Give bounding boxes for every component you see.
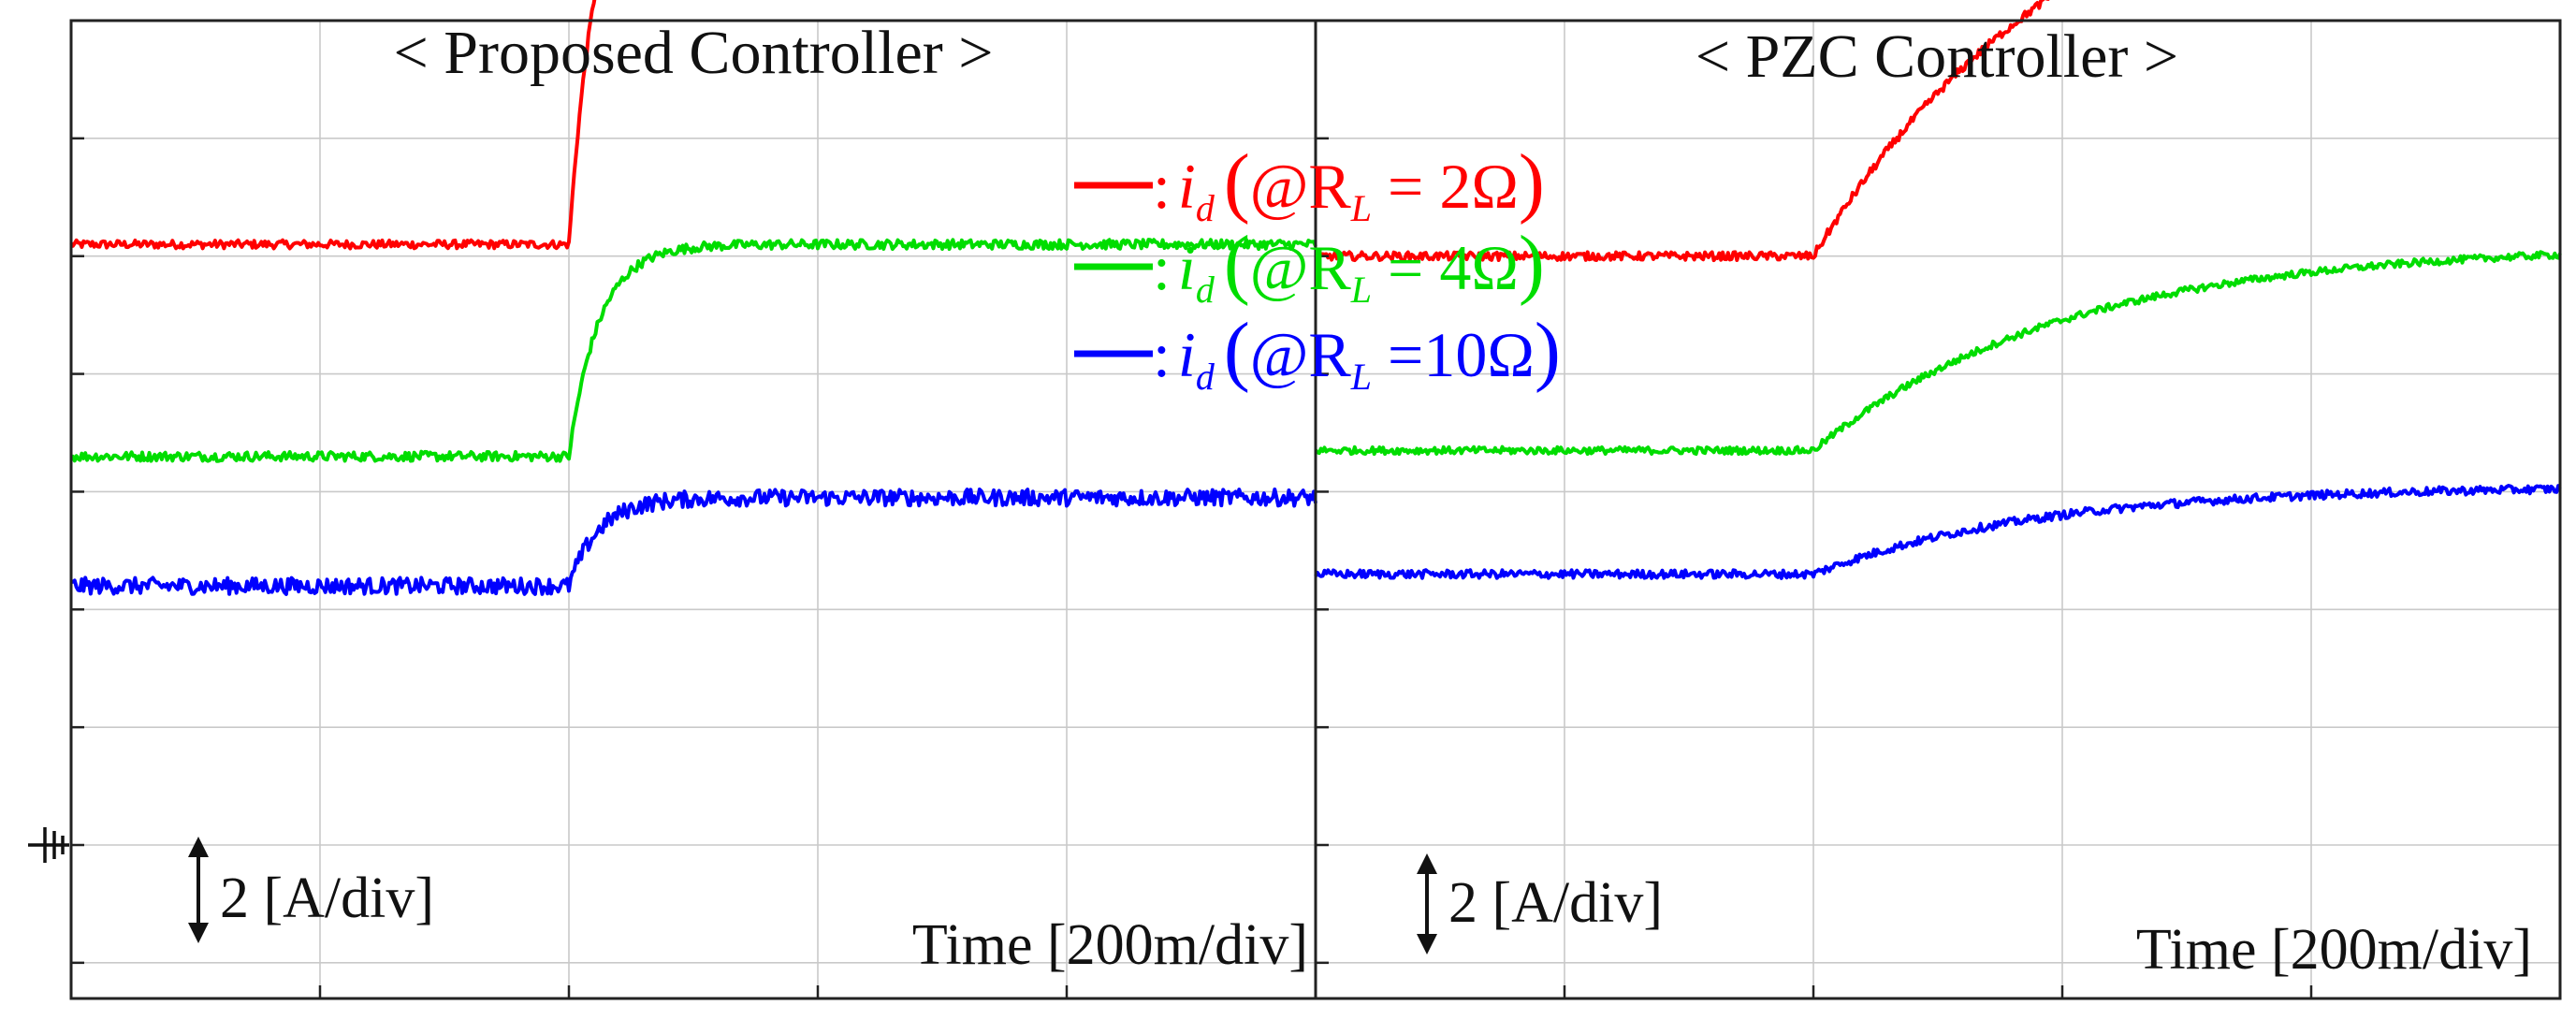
scale-label-pzc: 2 [A/div] (1448, 871, 1663, 935)
proposed-controller-panel: < Proposed Controller > Time [200m/div] … (69, 0, 1317, 1000)
svg-text::id(@RL =10Ω): : id (@RL =10Ω) (1153, 307, 1561, 398)
legend-item: : id (@RL =10Ω) (1074, 307, 1561, 398)
traces-pzc (1314, 0, 2562, 580)
grid-pzc (1316, 21, 2560, 998)
legend-item: : id (@RL = 4Ω) (1074, 220, 1545, 311)
series-trace (1314, 484, 2562, 580)
svg-text::id(@RL = 2Ω): : id (@RL = 2Ω) (1153, 138, 1545, 229)
series-trace (1314, 250, 2562, 457)
scale-label-proposed: 2 [A/div] (220, 867, 434, 930)
series-trace (70, 238, 1317, 463)
double-arrow-icon (1417, 853, 1437, 954)
pzc-controller-panel: < PZC Controller > Time [200m/div] 2 [A/… (1314, 0, 2562, 1000)
title-proposed: < Proposed Controller > (394, 19, 994, 87)
series-trace (1314, 0, 2050, 263)
series-trace (70, 488, 1317, 596)
legend: : id (@RL = 2Ω) : id (@RL = 4Ω) : id (@RL =10Ω… (1074, 138, 1561, 398)
ground-symbol-icon (28, 827, 69, 863)
frame-pzc (1314, 19, 2562, 1000)
legend-item: : id (@RL = 2Ω) (1074, 138, 1545, 229)
frame-proposed (69, 19, 1317, 1000)
double-arrow-icon (188, 837, 209, 943)
traces-proposed (69, 0, 1317, 596)
xlabel-proposed: Time [200m/div] (912, 913, 1308, 977)
title-pzc: < PZC Controller > (1696, 22, 2178, 91)
series-trace (69, 0, 597, 251)
svg-text::id(@RL = 4Ω): : id (@RL = 4Ω) (1153, 220, 1545, 311)
xlabel-pzc: Time [200m/div] (2136, 918, 2532, 982)
grid-proposed (71, 21, 1316, 998)
